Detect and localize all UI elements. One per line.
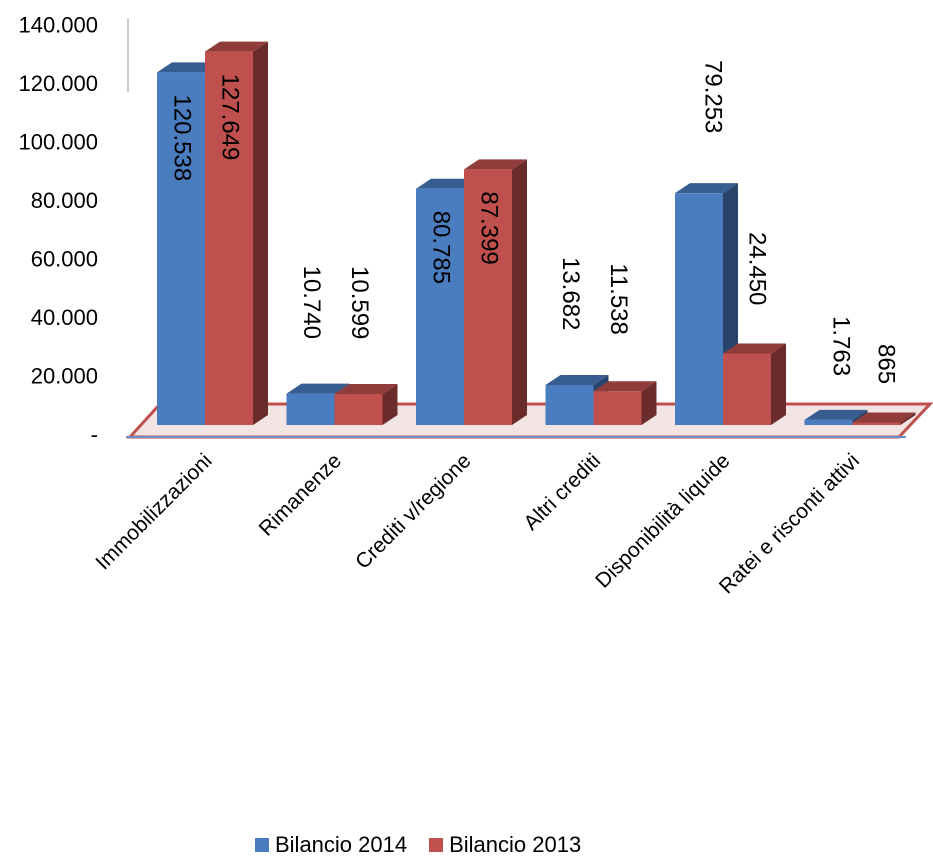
x-category-label: Disponibilità liquide — [591, 449, 734, 592]
bar-2013-0 — [205, 41, 268, 425]
x-category-label: Altri crediti — [519, 449, 605, 535]
data-label-2014-3: 13.682 — [557, 257, 584, 330]
legend-swatch-2013 — [429, 838, 444, 852]
y-tick-label: 40.000 — [31, 305, 98, 330]
data-label-2014-1: 10.740 — [298, 266, 325, 339]
bar-2013-1 — [334, 383, 398, 425]
data-label-2013-2: 87.399 — [476, 191, 503, 264]
y-tick-label: 120.000 — [18, 71, 98, 96]
y-axis: - 20.000 40.000 60.000 80.000 100.000 120.000 1… — [18, 12, 129, 447]
data-label-2014-4: 79.253 — [700, 60, 727, 133]
legend-item-2014: Bilancio 2014 — [255, 832, 407, 858]
data-label-2014-2: 80.785 — [428, 211, 455, 284]
bar-2013-5 — [852, 412, 916, 425]
data-label-2013-0: 127.649 — [217, 74, 244, 161]
y-tick-label: 20.000 — [31, 363, 98, 388]
bar-2013-3 — [593, 381, 657, 425]
bar-2013-2 — [464, 159, 527, 426]
bar-2014-2 — [416, 178, 479, 425]
y-tick-label: - — [91, 422, 98, 447]
x-axis: Immobilizzazioni Rimanenze Crediti v/regio… — [91, 449, 864, 598]
x-category-label: Rimanenze — [255, 449, 346, 540]
data-label-2013-5: 865 — [873, 344, 900, 384]
x-category-label: Ratei e risconti attivi — [715, 449, 864, 598]
y-tick-label: 80.000 — [31, 188, 98, 213]
data-label-2014-5: 1.763 — [828, 316, 855, 376]
data-label-2013-4: 24.450 — [744, 232, 771, 305]
y-tick-label: 140.000 — [18, 12, 98, 37]
y-tick-label: 100.000 — [18, 129, 98, 154]
legend-label-2013: Bilancio 2013 — [449, 832, 582, 857]
x-category-label: Crediti v/regione — [351, 449, 475, 573]
legend-item-2013: Bilancio 2013 — [429, 832, 581, 858]
legend-label-2014: Bilancio 2014 — [275, 832, 408, 857]
bars — [157, 41, 916, 426]
data-label-2013-1: 10.599 — [346, 266, 373, 339]
legend-swatch-2014 — [255, 838, 269, 852]
bar-2013-4 — [723, 343, 786, 425]
data-labels: 120.538 127.649 10.740 10.599 80.785 87.399 13… — [169, 60, 900, 384]
data-label-2014-0: 120.538 — [169, 94, 196, 181]
x-category-label: Immobilizzazioni — [91, 449, 216, 574]
legend: Bilancio 2014 Bilancio 2013 — [255, 832, 603, 858]
data-label-2013-3: 11.538 — [605, 263, 632, 335]
bar-chart: - 20.000 40.000 60.000 80.000 100.000 120.000 1… — [18, 12, 933, 598]
y-tick-label: 60.000 — [31, 246, 98, 271]
